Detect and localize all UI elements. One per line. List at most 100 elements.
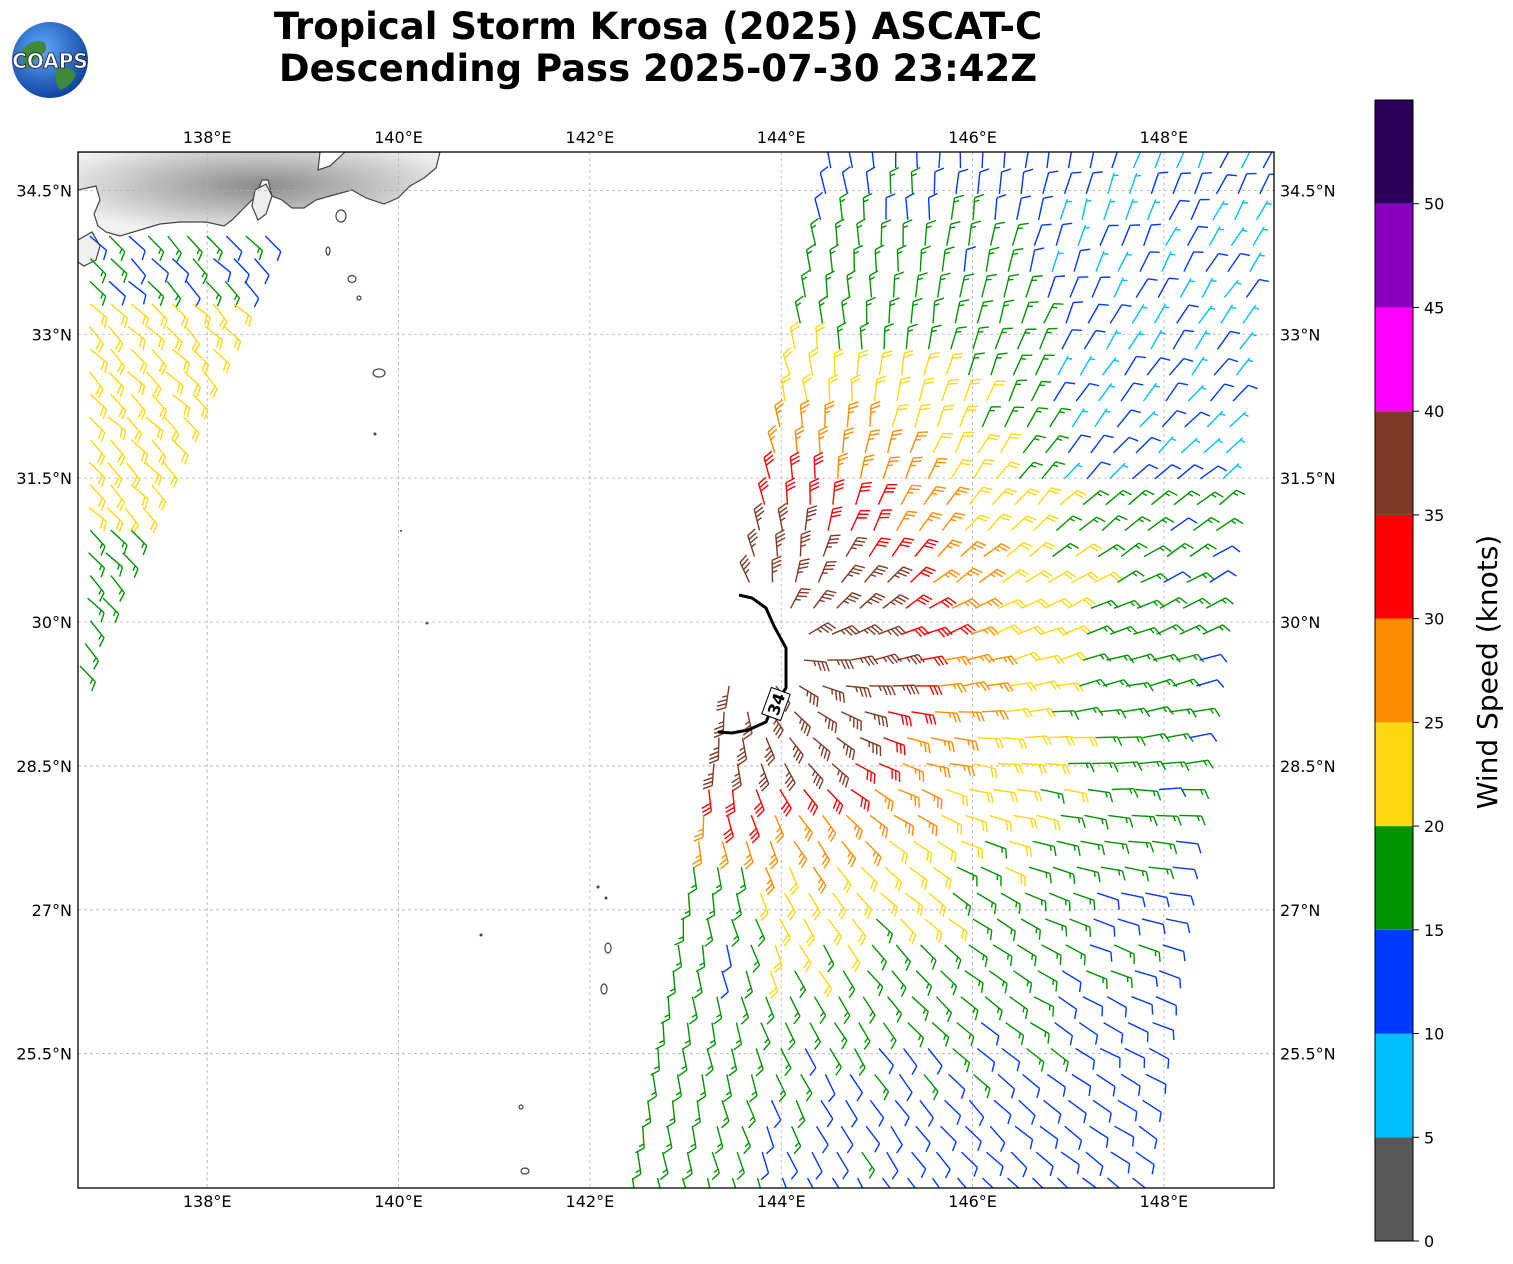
wind-barb [79, 665, 97, 692]
wind-barb [737, 867, 747, 896]
wind-barb [963, 378, 982, 402]
wind-barb [1045, 918, 1068, 937]
wind-barb [212, 348, 231, 374]
wind-barb [126, 416, 143, 443]
wind-barb [1001, 1047, 1021, 1072]
wind-barb [932, 866, 952, 890]
wind-barb [1245, 278, 1269, 298]
wind-barb [1095, 250, 1109, 272]
wind-barb [965, 814, 988, 833]
map-area: 34 [77, 151, 1275, 1189]
wind-barb [1051, 250, 1064, 272]
wind-barb [900, 484, 922, 506]
wind-barb [1069, 918, 1092, 937]
wind-barb [968, 1099, 985, 1127]
wind-barb [911, 1151, 927, 1179]
wind-barb [223, 325, 242, 351]
wind-barb [165, 371, 184, 396]
colorbar-tick-8: 40 [1424, 402, 1444, 421]
wind-barb [781, 1177, 791, 1188]
wind-barb [954, 431, 974, 454]
wind-barb [1061, 329, 1082, 350]
wind-barb [1078, 516, 1106, 532]
wind-barb [1172, 866, 1199, 880]
wind-barb [976, 1047, 996, 1072]
wind-barb [887, 566, 913, 583]
wind-barb [809, 1022, 822, 1051]
wind-barb [838, 996, 851, 1025]
wind-barb [785, 477, 796, 505]
wind-barb [881, 1177, 897, 1188]
wind-barb [932, 432, 954, 454]
wind-barb [1189, 732, 1218, 742]
wind-barb [989, 1125, 1006, 1152]
wind-barb [1004, 866, 1026, 887]
wind-barb [794, 295, 804, 324]
wind-barb [1033, 514, 1059, 532]
wind-barb [928, 892, 947, 918]
wind-barb [1187, 384, 1207, 402]
wind-barb [834, 218, 845, 246]
wind-barb [829, 244, 839, 272]
wind-barb [968, 220, 982, 246]
wind-barb [145, 416, 164, 441]
wind-barb [981, 710, 1009, 721]
wind-barb [151, 484, 167, 512]
wind-barb [631, 1177, 637, 1188]
wind-barb [817, 560, 837, 583]
wind-barb [1067, 152, 1073, 169]
wind-barb [937, 539, 963, 557]
wind-barb [938, 152, 942, 169]
wind-barb [861, 1151, 876, 1179]
wind-barb [89, 529, 106, 556]
mikura-island [356, 295, 362, 301]
lon-label-bottom-1: 140°E [374, 1192, 423, 1211]
wind-barb [847, 152, 854, 169]
wind-barb [831, 763, 850, 788]
wind-barb [711, 1151, 721, 1181]
wind-barb [824, 400, 835, 428]
wind-barbs [79, 152, 1274, 1188]
wind-barb [1133, 627, 1162, 636]
title-line-2: Descending Pass 2025-07-30 23:42Z [278, 47, 1038, 90]
wind-barb [1013, 970, 1033, 994]
wind-barb [1225, 437, 1246, 454]
wind-barb [89, 303, 108, 328]
wind-barb [1092, 1099, 1112, 1123]
wind-barb [1121, 224, 1141, 246]
wind-barb [1055, 515, 1083, 532]
wind-barb [1166, 542, 1194, 558]
wind-barb [753, 789, 765, 818]
wind-barb [882, 456, 901, 480]
wind-barb [991, 488, 1017, 506]
colorbar-tick-10: 50 [1424, 195, 1444, 214]
wind-barb [800, 1074, 813, 1102]
wind-barb [1145, 892, 1170, 908]
wind-barb [89, 575, 105, 602]
wind-barb [1036, 814, 1061, 831]
colorbar-block-0 [1375, 1137, 1413, 1241]
wind-barb [1117, 570, 1145, 583]
wind-barb [800, 269, 811, 298]
wind-barb [736, 737, 748, 766]
colorbar: 0 5 10 15 20 25 30 35 40 45 50 Wind Speed (knots) [1374, 99, 1504, 1251]
wind-barb [1033, 223, 1052, 246]
wind-barb [1055, 222, 1073, 246]
wind-barb [1058, 996, 1078, 1020]
wind-barb [1165, 918, 1191, 934]
wind-barb [864, 711, 889, 728]
wind-barb [809, 477, 820, 505]
wind-barb [977, 434, 1001, 454]
wind-barb [818, 295, 828, 324]
wind-barb [108, 235, 126, 262]
wind-barb [803, 918, 816, 947]
wind-barb [822, 814, 837, 843]
wind-barb [1147, 516, 1175, 532]
wind-barb [1157, 277, 1179, 298]
colorbar-tick-1: 5 [1424, 1128, 1434, 1147]
wind-barb [862, 996, 876, 1024]
wind-barb [672, 1074, 683, 1103]
wind-barb [822, 685, 845, 703]
wind-barb [171, 258, 190, 284]
wind-barb [985, 682, 1014, 693]
